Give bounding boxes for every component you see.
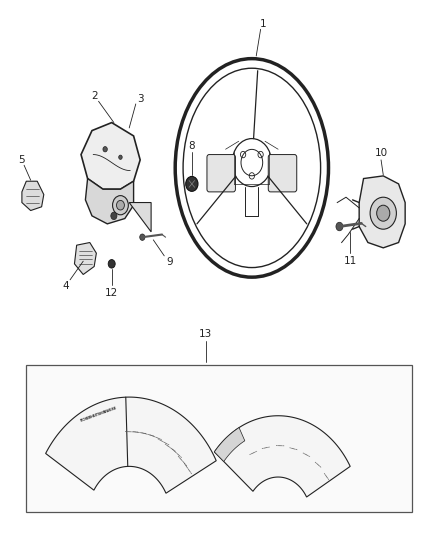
Circle shape (113, 196, 128, 215)
Polygon shape (22, 181, 44, 211)
Text: 9: 9 (166, 257, 173, 267)
Text: ━━━━━━━━: ━━━━━━━━ (176, 454, 187, 466)
Circle shape (336, 222, 343, 231)
Text: ━━━━━: ━━━━━ (289, 446, 297, 452)
Text: 5: 5 (18, 155, 25, 165)
Circle shape (119, 155, 122, 159)
Text: SICHERHEITSHINWEISE: SICHERHEITSHINWEISE (80, 406, 117, 423)
Text: ━━━━━: ━━━━━ (249, 449, 258, 457)
Text: 4: 4 (62, 281, 69, 291)
Polygon shape (214, 427, 245, 462)
Text: ━━━━━: ━━━━━ (301, 451, 310, 458)
Circle shape (103, 147, 107, 152)
Text: ━━━━━: ━━━━━ (312, 460, 321, 469)
Text: 2: 2 (91, 91, 98, 101)
Text: ━━━━━━━━: ━━━━━━━━ (181, 462, 192, 474)
Text: 11: 11 (344, 256, 357, 266)
Text: 13: 13 (199, 329, 212, 339)
Text: 1: 1 (259, 19, 266, 29)
Bar (26, 365, 412, 512)
Circle shape (370, 197, 396, 229)
Text: ━━━━━━━━: ━━━━━━━━ (156, 437, 170, 447)
FancyBboxPatch shape (207, 155, 235, 192)
Polygon shape (85, 179, 134, 224)
Polygon shape (359, 176, 405, 248)
Text: ━━━━━━━━: ━━━━━━━━ (141, 431, 155, 438)
Polygon shape (74, 243, 96, 274)
Text: ━━━━━━━━: ━━━━━━━━ (125, 430, 138, 434)
FancyBboxPatch shape (268, 155, 297, 192)
Circle shape (117, 200, 124, 210)
Text: 8: 8 (188, 141, 195, 150)
Text: ━━━━━: ━━━━━ (321, 472, 330, 481)
Text: ━━━━━━━━: ━━━━━━━━ (148, 433, 162, 442)
Text: 12: 12 (105, 288, 118, 298)
Circle shape (377, 205, 390, 221)
Text: ━━━━━━━━: ━━━━━━━━ (170, 448, 182, 459)
Text: 10: 10 (374, 148, 388, 158)
Circle shape (186, 176, 198, 191)
Circle shape (140, 234, 145, 240)
Text: ━━━━━━━━: ━━━━━━━━ (133, 430, 146, 435)
Polygon shape (46, 397, 216, 493)
Polygon shape (129, 203, 151, 232)
Text: ━━━━━━━━: ━━━━━━━━ (163, 442, 176, 453)
Text: 3: 3 (137, 94, 144, 103)
Polygon shape (214, 416, 350, 497)
Polygon shape (81, 123, 140, 189)
Text: ━━━━━: ━━━━━ (262, 445, 271, 450)
Circle shape (108, 260, 115, 268)
Circle shape (111, 212, 117, 220)
Text: ━━━━━: ━━━━━ (276, 445, 284, 449)
